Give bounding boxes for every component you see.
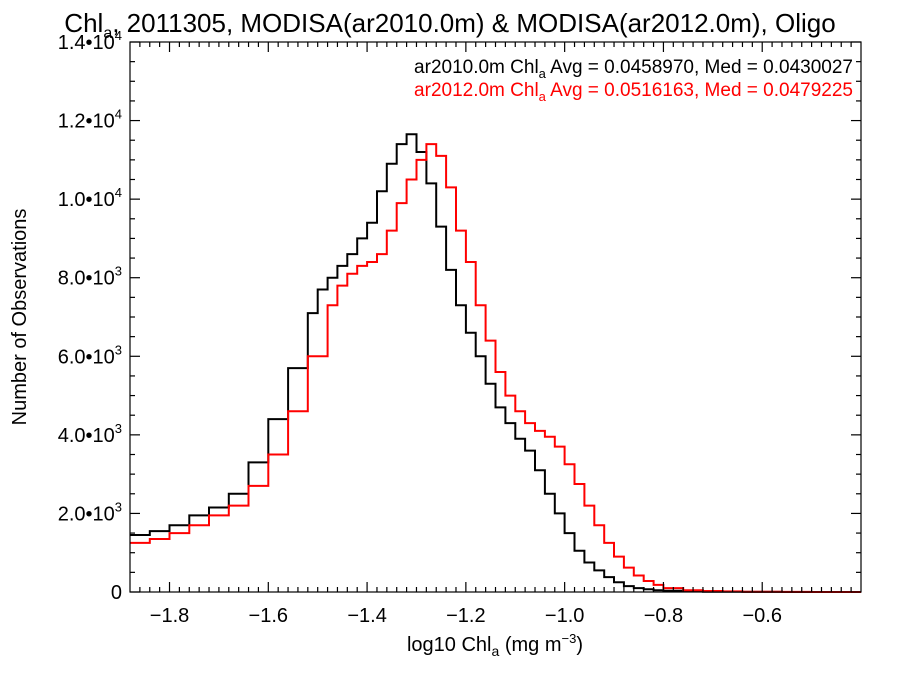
x-tick-label: −1.8 <box>150 605 189 627</box>
x-tick-label: −0.6 <box>742 605 781 627</box>
y-tick-label: 1.0•104 <box>58 185 122 211</box>
chart-title-main: Chl <box>64 8 103 38</box>
plot-frame <box>129 41 862 593</box>
chart-title-rest: , 2011305, MODISA(ar2010.0m) & MODISA(ar… <box>112 8 835 38</box>
x-axis-label-prefix: log10 Chl <box>407 634 492 656</box>
x-axis-label-suffix: ) <box>576 634 583 656</box>
y-axis-label: Number of Observations <box>9 209 31 426</box>
y-tick-label: 2.0•103 <box>58 499 122 525</box>
legend-ar2010-subscript: a <box>539 66 547 81</box>
y-tick-label: 8.0•103 <box>58 264 122 290</box>
x-axis-label-subscript: a <box>492 643 500 659</box>
x-axis-label: log10 Chla (mg m−3) <box>407 631 583 659</box>
y-tick-label: 6.0•103 <box>58 342 122 368</box>
legend-ar2012-suffix: Avg = 0.0516163, Med = 0.0479225 <box>546 80 853 101</box>
legend-entry-ar2010: ar2010.0m Chla Avg = 0.0458970, Med = 0.… <box>414 57 853 81</box>
y-tick-label: 0 <box>111 582 122 604</box>
series-layer <box>130 133 861 593</box>
y-tick-label: 1.4•104 <box>58 28 122 54</box>
y-tick-label: 4.0•103 <box>58 421 122 447</box>
legend-ar2012-subscript: a <box>539 89 547 104</box>
x-tick-label: −1.2 <box>446 605 485 627</box>
x-tick-label: −0.8 <box>644 605 683 627</box>
chart-title-subscript: a <box>103 25 112 42</box>
ticks-layer: −1.8 −1.6 −1.4 −1.2 −1.0 −0.8 −0.6 0 2.0•103 4.0•… <box>58 28 861 627</box>
x-tick-label: −1.4 <box>347 605 386 627</box>
x-tick-label: −1.6 <box>249 605 288 627</box>
series-line-ar2012.0m <box>130 143 861 593</box>
legend-entry-ar2012: ar2012.0m Chla Avg = 0.0516163, Med = 0.… <box>414 80 853 104</box>
x-axis-label-mid: (mg m <box>499 634 561 656</box>
legend-ar2010-suffix: Avg = 0.0458970, Med = 0.0430027 <box>546 57 853 78</box>
legend: ar2010.0m Chla Avg = 0.0458970, Med = 0.… <box>414 57 853 104</box>
chart-title: Chla, 2011305, MODISA(ar2010.0m) & MODIS… <box>64 8 835 42</box>
legend-ar2010-prefix: ar2010.0m Chl <box>414 57 539 78</box>
y-tick-label: 1.2•104 <box>58 107 122 133</box>
x-axis-label-superscript: −3 <box>562 631 577 646</box>
x-tick-label: −1.0 <box>545 605 584 627</box>
legend-ar2012-prefix: ar2012.0m Chl <box>414 80 539 101</box>
